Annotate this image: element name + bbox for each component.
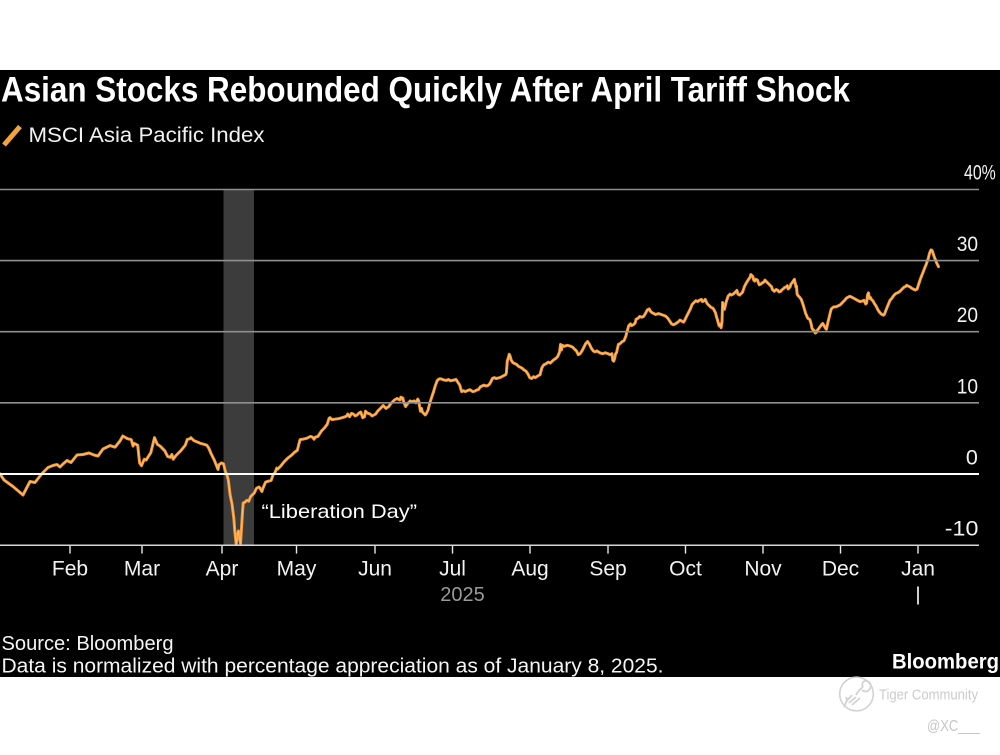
svg-text:Jan: Jan — [901, 558, 935, 581]
svg-text:10: 10 — [957, 374, 978, 398]
svg-text:Mar: Mar — [124, 558, 160, 581]
svg-text:-10: -10 — [945, 517, 979, 541]
svg-text:@XC___: @XC___ — [927, 718, 981, 735]
svg-text:Aug: Aug — [511, 558, 548, 581]
svg-text:30: 30 — [957, 232, 978, 256]
svg-text:Data is normalized with percen: Data is normalized with percentage appre… — [2, 655, 664, 678]
svg-text:MSCI Asia Pacific Index: MSCI Asia Pacific Index — [29, 124, 266, 147]
svg-text:0: 0 — [966, 445, 978, 469]
svg-text:“Liberation Day”: “Liberation Day” — [262, 501, 418, 523]
svg-text:2025: 2025 — [440, 584, 485, 606]
svg-text:Feb: Feb — [52, 558, 88, 581]
svg-text:Nov: Nov — [744, 558, 782, 581]
svg-text:Jun: Jun — [358, 558, 392, 581]
svg-text:Bloomberg: Bloomberg — [892, 650, 999, 674]
svg-text:Source: Bloomberg: Source: Bloomberg — [2, 632, 174, 655]
svg-text:Tiger Community: Tiger Community — [879, 687, 978, 704]
svg-text:Sep: Sep — [589, 558, 626, 581]
svg-text:May: May — [277, 558, 317, 581]
svg-text:Oct: Oct — [669, 558, 702, 581]
svg-text:Jul: Jul — [439, 558, 466, 581]
svg-text:40%: 40% — [964, 161, 996, 185]
svg-text:Apr: Apr — [206, 558, 239, 581]
svg-text:20: 20 — [957, 303, 978, 327]
svg-text:Asian Stocks Rebounded Quickly: Asian Stocks Rebounded Quickly After Apr… — [1, 71, 850, 110]
svg-text:Dec: Dec — [822, 558, 859, 581]
